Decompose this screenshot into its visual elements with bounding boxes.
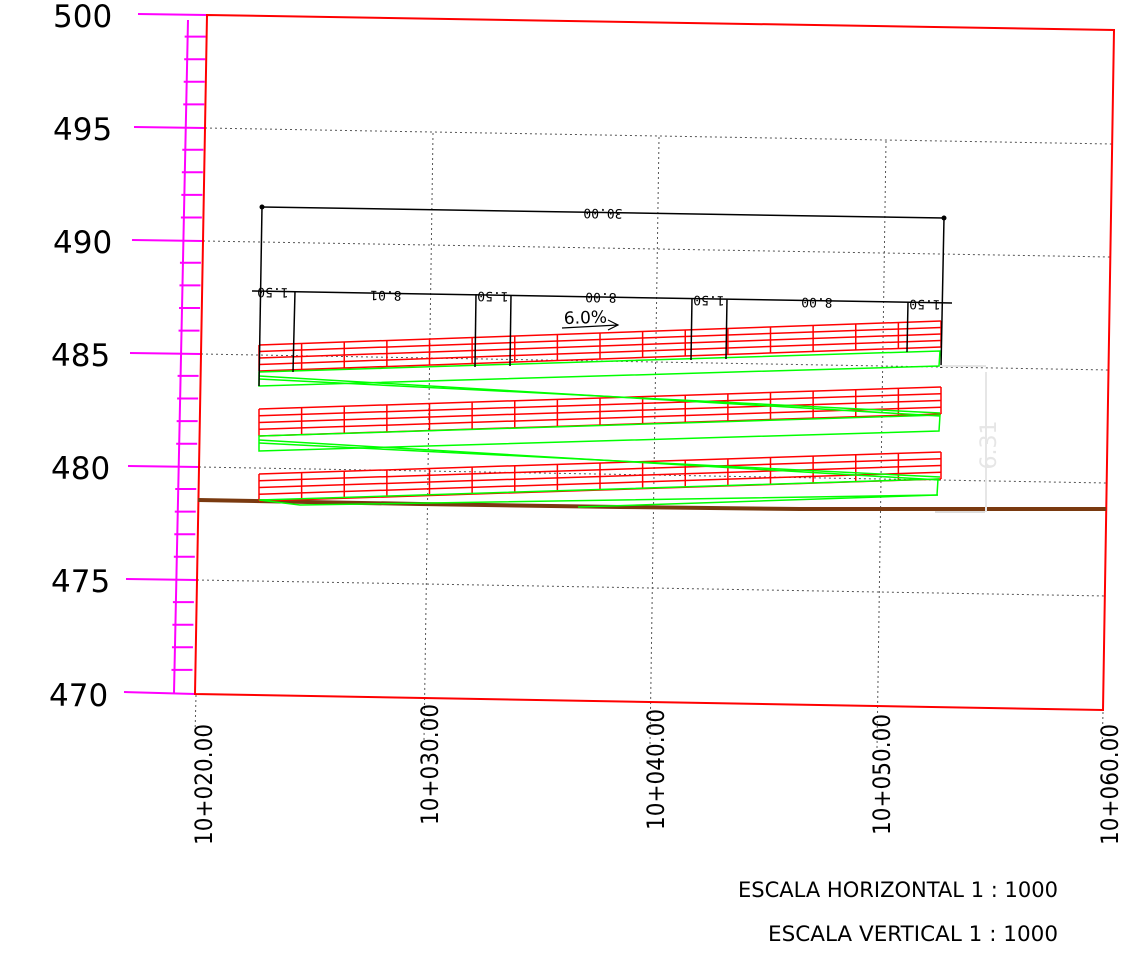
dim-total: 30.00 <box>583 205 622 221</box>
elevation-axis <box>123 13 208 695</box>
slope-underline <box>561 324 619 329</box>
dim-seg-7: 1.50 <box>909 296 941 311</box>
horizontal-scale-note: ESCALA HORIZONTAL 1 : 1000 <box>738 878 1058 902</box>
station-label-10040: 10+040.00 <box>642 709 670 830</box>
deck-slab-1 <box>258 320 942 372</box>
dim-seg-2: 8.01 <box>370 287 402 302</box>
vertical-scale-note: ESCALA VERTICAL 1 : 1000 <box>768 922 1058 946</box>
deck-slab-2 <box>258 386 942 437</box>
dimension-lines <box>251 206 953 387</box>
side-dimension: 6.31 <box>940 365 1002 512</box>
drawing-frame <box>193 13 1116 712</box>
y-label-485: 485 <box>51 338 110 374</box>
y-label-470: 470 <box>49 678 108 714</box>
y-label-495: 495 <box>53 112 112 148</box>
y-label-500: 500 <box>53 0 112 35</box>
slope-annotation: 6.0% <box>561 308 620 331</box>
dimension-labels: 30.00 1.50 8.01 1.50 8.00 1.50 8.00 1.50 <box>257 205 941 312</box>
y-label-475: 475 <box>51 564 110 600</box>
slope-arrow-icon <box>607 319 620 331</box>
dimension-dots <box>259 204 947 221</box>
elevation-minor-ticks <box>171 35 206 671</box>
dim-seg-4: 8.00 <box>585 289 617 304</box>
station-labels: 10+020.00 10+030.00 10+040.00 10+050.00 … <box>190 704 1124 845</box>
dim-seg-3: 1.50 <box>477 288 509 303</box>
side-dimension-label: 6.31 <box>977 421 1002 470</box>
station-label-10060: 10+060.00 <box>1096 724 1124 845</box>
station-label-10030: 10+030.00 <box>416 704 444 825</box>
grid-lines <box>194 127 1113 753</box>
elevation-labels: 500 495 490 485 480 475 470 <box>49 0 112 714</box>
slope-label: 6.0% <box>564 308 608 329</box>
dim-seg-5: 1.50 <box>693 292 725 307</box>
station-label-10050: 10+050.00 <box>868 714 896 835</box>
dim-seg-6: 8.00 <box>801 294 833 309</box>
y-label-480: 480 <box>51 451 110 487</box>
y-label-490: 490 <box>53 225 112 261</box>
station-label-10020: 10+020.00 <box>190 724 218 845</box>
dim-seg-1: 1.50 <box>257 284 289 299</box>
ground-line <box>197 498 1106 511</box>
